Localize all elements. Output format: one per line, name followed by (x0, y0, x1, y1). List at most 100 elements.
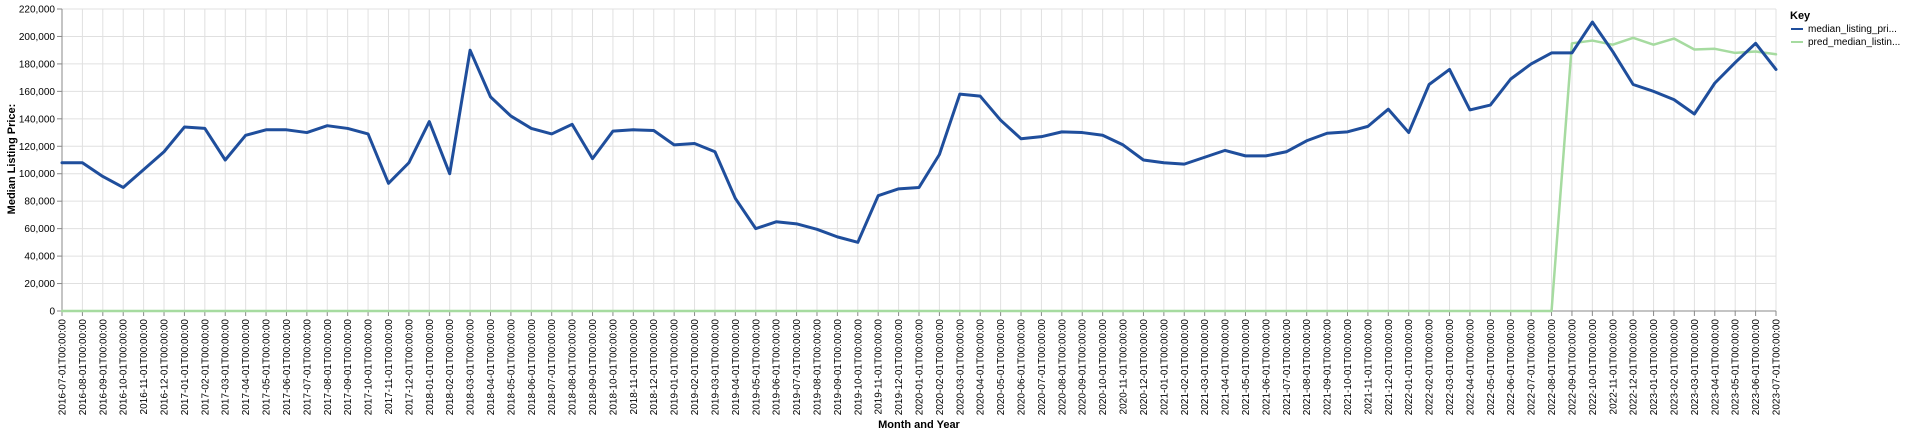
x-tick-label: 2023-07-01T00:00:00 (1772, 319, 1783, 416)
x-tick-label: 2019-04-01T00:00:00 (731, 319, 742, 416)
x-tick-label: 2023-05-01T00:00:00 (1731, 319, 1742, 416)
x-tick-label: 2022-09-01T00:00:00 (1567, 319, 1578, 416)
x-tick-label: 2018-02-01T00:00:00 (445, 319, 456, 416)
x-tick-label: 2016-08-01T00:00:00 (78, 319, 89, 416)
x-tick-label: 2020-05-01T00:00:00 (996, 319, 1007, 416)
x-tick-label: 2019-09-01T00:00:00 (833, 319, 844, 416)
x-tick-label: 2018-12-01T00:00:00 (649, 319, 660, 416)
x-tick-label: 2018-04-01T00:00:00 (486, 319, 497, 416)
x-tick-label: 2016-11-01T00:00:00 (139, 319, 150, 415)
x-tick-label: 2020-04-01T00:00:00 (976, 319, 987, 416)
y-tick-label: 20,000 (24, 279, 55, 290)
y-tick-label: 40,000 (24, 252, 55, 263)
x-tick-label: 2023-06-01T00:00:00 (1751, 319, 1762, 416)
x-tick-label: 2017-04-01T00:00:00 (241, 319, 252, 416)
x-tick-label: 2021-02-01T00:00:00 (1180, 319, 1191, 416)
y-tick-label: 180,000 (19, 59, 56, 70)
x-tick-label: 2021-10-01T00:00:00 (1343, 319, 1354, 416)
x-tick-label: 2020-11-01T00:00:00 (1119, 319, 1130, 415)
x-tick-label: 2020-10-01T00:00:00 (1098, 319, 1109, 416)
x-tick-label: 2022-07-01T00:00:00 (1527, 319, 1538, 416)
x-tick-label: 2021-12-01T00:00:00 (1384, 319, 1395, 416)
x-tick-label: 2021-11-01T00:00:00 (1363, 319, 1374, 415)
series-lines (60, 20, 1778, 313)
x-tick-label: 2018-10-01T00:00:00 (608, 319, 619, 416)
y-tick-label: 60,000 (24, 224, 55, 235)
x-tick-label: 2022-10-01T00:00:00 (1588, 319, 1599, 416)
x-tick-label: 2020-07-01T00:00:00 (1037, 319, 1048, 416)
x-tick-label: 2022-11-01T00:00:00 (1608, 319, 1619, 415)
legend-items: median_listing_pri... pred_median_listin.… (1791, 24, 1900, 48)
x-tick-label: 2021-03-01T00:00:00 (1200, 319, 1211, 416)
y-tick-label: 220,000 (19, 5, 56, 16)
y-tick-label: 100,000 (19, 169, 56, 180)
x-tick-label: 2022-12-01T00:00:00 (1629, 319, 1640, 416)
x-tick-label: 2017-12-01T00:00:00 (404, 319, 415, 416)
x-tick-label: 2021-01-01T00:00:00 (1159, 319, 1170, 416)
x-tick-label: 2019-11-01T00:00:00 (874, 319, 885, 415)
x-tick-label: 2017-01-01T00:00:00 (180, 319, 191, 416)
x-tick-label: 2019-02-01T00:00:00 (690, 319, 701, 416)
x-tick-label: 2022-01-01T00:00:00 (1404, 319, 1415, 416)
x-tick-label: 2016-12-01T00:00:00 (160, 319, 171, 416)
x-tick-label: 2017-02-01T00:00:00 (200, 319, 211, 416)
x-tick-label: 2017-11-01T00:00:00 (384, 319, 395, 415)
x-axis-title: Month and Year (878, 419, 960, 431)
x-tick-label: 2017-08-01T00:00:00 (323, 319, 334, 416)
y-tick-label: 200,000 (19, 32, 56, 43)
x-tick-label: 2021-07-01T00:00:00 (1282, 319, 1293, 416)
y-tick-label: 160,000 (19, 87, 56, 98)
x-tick-label: 2023-02-01T00:00:00 (1669, 319, 1680, 416)
x-tick-label: 2020-08-01T00:00:00 (1057, 319, 1068, 416)
x-tick-label: 2021-05-01T00:00:00 (1241, 319, 1252, 416)
gridlines (61, 8, 1777, 312)
x-tick-label: 2020-12-01T00:00:00 (1139, 319, 1150, 416)
x-tick-label: 2018-01-01T00:00:00 (425, 319, 436, 416)
x-tick-label: 2018-08-01T00:00:00 (568, 319, 579, 416)
y-tick-label: 80,000 (24, 197, 55, 208)
x-tick-label: 2021-04-01T00:00:00 (1221, 319, 1232, 416)
x-tick-label: 2018-09-01T00:00:00 (588, 319, 599, 416)
x-tick-label: 2023-01-01T00:00:00 (1649, 319, 1660, 416)
x-tick-label: 2022-05-01T00:00:00 (1486, 319, 1497, 416)
x-tick-label: 2018-07-01T00:00:00 (547, 319, 558, 416)
x-tick-label: 2018-11-01T00:00:00 (629, 319, 640, 415)
x-tick-label: 2017-05-01T00:00:00 (262, 319, 273, 416)
x-tick-label: 2019-10-01T00:00:00 (853, 319, 864, 416)
x-tick-label: 2017-07-01T00:00:00 (302, 319, 313, 416)
x-tick-label: 2019-01-01T00:00:00 (670, 319, 681, 416)
x-tick-label: 2018-03-01T00:00:00 (466, 319, 477, 416)
series-line-0 (60, 20, 1778, 244)
x-tick-label: 2017-10-01T00:00:00 (364, 319, 375, 416)
x-tick-label: 2017-06-01T00:00:00 (282, 319, 293, 416)
x-tick-label: 2016-09-01T00:00:00 (98, 319, 109, 416)
y-axis: 0 20,000 40,000 60,000 80,000 100,000 120,000 1… (19, 5, 63, 318)
x-axis: 2016-07-01T00:00:00 2016-08-01T00:00:00 20… (58, 310, 1783, 416)
x-tick-label: 2019-06-01T00:00:00 (772, 319, 783, 416)
x-tick-label: 2020-02-01T00:00:00 (935, 319, 946, 416)
x-tick-label: 2021-09-01T00:00:00 (1323, 319, 1334, 416)
x-tick-label: 2016-07-01T00:00:00 (58, 319, 69, 416)
x-tick-label: 2016-10-01T00:00:00 (119, 319, 130, 416)
legend-title: Key (1790, 10, 1811, 22)
x-tick-label: 2021-08-01T00:00:00 (1302, 319, 1313, 416)
x-tick-label: 2017-09-01T00:00:00 (343, 319, 354, 416)
x-tick-label: 2023-03-01T00:00:00 (1690, 319, 1701, 416)
y-tick-label: 0 (49, 307, 55, 318)
x-tick-label: 2018-06-01T00:00:00 (527, 319, 538, 416)
x-tick-label: 2020-01-01T00:00:00 (915, 319, 926, 416)
x-tick-label: 2019-05-01T00:00:00 (751, 319, 762, 416)
x-tick-label: 2020-03-01T00:00:00 (955, 319, 966, 416)
x-tick-label: 2019-07-01T00:00:00 (792, 319, 803, 416)
x-tick-label: 2023-04-01T00:00:00 (1710, 319, 1721, 416)
x-tick-label: 2022-02-01T00:00:00 (1425, 319, 1436, 416)
x-tick-label: 2020-06-01T00:00:00 (1017, 319, 1028, 416)
x-tick-label: 2020-09-01T00:00:00 (1078, 319, 1089, 416)
legend-label-1: pred_median_listin... (1808, 37, 1900, 48)
x-tick-label: 2018-05-01T00:00:00 (506, 319, 517, 416)
x-tick-label: 2017-03-01T00:00:00 (221, 319, 232, 416)
legend: Key median_listing_pri... pred_median_lis… (1790, 10, 1900, 48)
x-tick-label: 2022-04-01T00:00:00 (1465, 319, 1476, 416)
series-line-1 (60, 36, 1778, 313)
